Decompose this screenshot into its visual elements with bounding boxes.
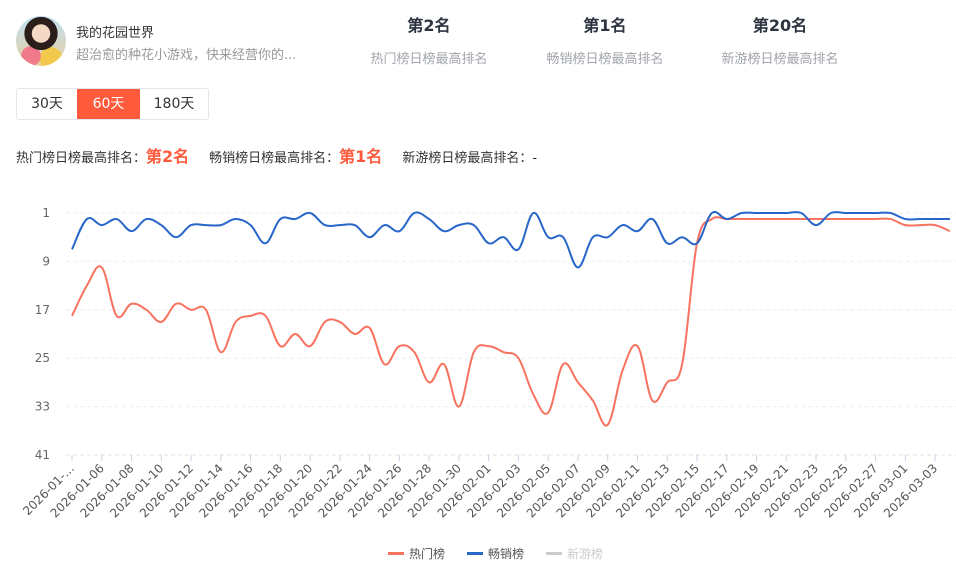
legend-label: 畅销榜 (488, 547, 525, 561)
y-tick-label: 41 (35, 448, 50, 462)
y-tick-label: 1 (42, 206, 50, 220)
y-tick-label: 33 (35, 400, 50, 414)
stat-hot-rank: 第2名热门榜日榜最高排名 (349, 14, 509, 67)
legend-label: 热门榜 (409, 547, 446, 561)
range-selector: 30天 60天 180天 (16, 88, 209, 120)
summary-sales-value: 第1名 (339, 147, 383, 166)
legend-swatch (546, 552, 563, 555)
app-avatar (16, 16, 66, 66)
stat-label: 热门榜日榜最高排名 (370, 52, 488, 67)
legend-new[interactable]: 新游榜 (546, 545, 603, 562)
y-tick-label: 17 (35, 303, 50, 317)
series-line-sales (71, 211, 951, 269)
stat-value: 第1名 (583, 16, 627, 35)
legend-swatch (467, 552, 484, 555)
app-description: 超治愈的种花小游戏，快来经营你的... (76, 48, 297, 63)
summary-hot-value: 第2名 (146, 147, 190, 166)
summary-new-value: - (532, 151, 538, 166)
summary-sales-label: 畅销榜日榜最高排名： (209, 151, 340, 166)
legend-sales[interactable]: 畅销榜 (467, 545, 524, 562)
stat-sales-rank: 第1名畅销榜日榜最高排名 (525, 14, 685, 67)
stat-label: 新游榜日榜最高排名 (721, 52, 839, 67)
y-tick-label: 9 (42, 254, 50, 268)
legend-swatch (388, 552, 404, 555)
rank-trend-chart: 19172533412026-01-…2026-01-062026-01-082… (20, 206, 956, 520)
legend-label: 新游榜 (567, 547, 604, 561)
summary-hot-label: 热门榜日榜最高排名： (16, 151, 147, 166)
stat-new-rank: 第20名新游榜日榜最高排名 (700, 14, 860, 67)
tab-180-days[interactable]: 180天 (153, 96, 195, 112)
tab-30-days[interactable]: 30天 (31, 96, 63, 112)
chart-legend: 热门榜 畅销榜 新游榜 (388, 545, 625, 562)
rank-summary: 热门榜日榜最高排名： 第2名 畅销榜日榜最高排名： 第1名 新游榜日榜最高排名： - (16, 143, 537, 167)
stat-value: 第20名 (752, 16, 808, 35)
y-tick-label: 25 (35, 351, 50, 365)
stat-value: 第2名 (407, 16, 451, 35)
summary-new-label: 新游榜日榜最高排名： (402, 151, 533, 166)
legend-hot[interactable]: 热门榜 (388, 545, 445, 562)
series-line-hot (71, 216, 951, 427)
stat-label: 畅销榜日榜最高排名 (546, 52, 664, 67)
tab-60-days[interactable]: 60天 (77, 89, 140, 119)
app-name: 我的花园世界 (76, 26, 155, 41)
